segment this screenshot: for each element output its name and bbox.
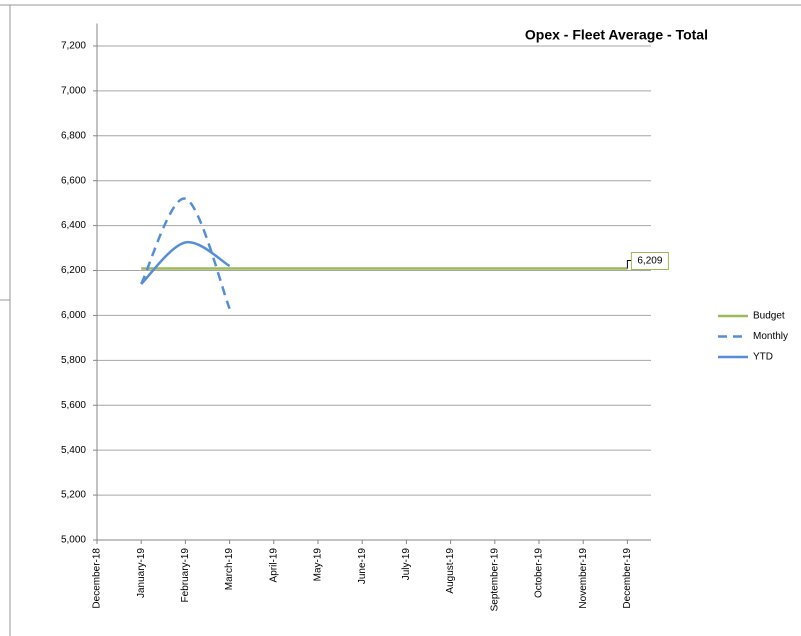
x-tick-label: January-19 [136, 548, 147, 598]
x-tick-label: August-19 [445, 548, 456, 594]
legend-label: Budget [753, 311, 785, 322]
x-tick-label: February-19 [180, 548, 191, 603]
x-tick-label: October-19 [534, 548, 545, 598]
y-tick-label: 5,200 [61, 490, 86, 501]
x-tick-label: April-19 [268, 548, 279, 583]
x-tick-label: December-19 [622, 548, 633, 609]
x-tick-label: May-19 [313, 548, 324, 582]
y-tick-label: 7,200 [61, 41, 86, 52]
y-tick-label: 6,600 [61, 175, 86, 186]
y-tick-label: 6,400 [61, 220, 86, 231]
legend-label: YTD [753, 352, 773, 363]
series-line [140, 197, 231, 310]
x-tick-label: June-19 [357, 548, 368, 585]
y-tick-label: 6,800 [61, 130, 86, 141]
chart-title: Opex - Fleet Average - Total [525, 27, 708, 43]
legend-label: Monthly [753, 331, 788, 342]
x-tick-label: September-19 [489, 548, 500, 612]
x-tick-label: July-19 [401, 548, 412, 581]
series-line [140, 241, 231, 285]
y-tick-label: 6,200 [61, 265, 86, 276]
x-tick-label: December-18 [92, 548, 103, 609]
label-box [630, 252, 669, 271]
y-tick-label: 7,000 [61, 86, 86, 97]
x-tick-label: March-19 [224, 548, 235, 591]
x-tick-label: November-19 [578, 548, 589, 609]
y-tick-label: 5,600 [61, 400, 86, 411]
y-tick-label: 6,000 [61, 310, 86, 321]
y-tick-label: 5,800 [61, 355, 86, 366]
y-tick-label: 5,000 [61, 535, 86, 546]
label-leader [626, 260, 632, 269]
y-tick-label: 5,400 [61, 445, 86, 456]
data-label: 6,209 [637, 256, 662, 267]
